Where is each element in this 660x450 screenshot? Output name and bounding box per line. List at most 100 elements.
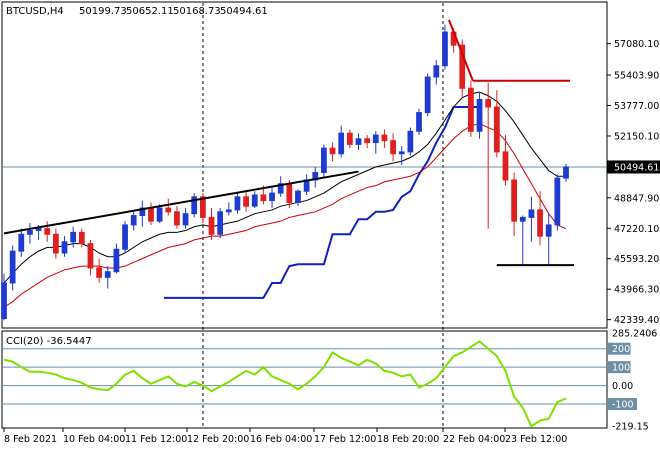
candle-bear [208, 216, 215, 235]
candle-bear [78, 231, 85, 245]
candle-bull [269, 192, 275, 202]
candle-bear [485, 98, 492, 108]
chart-header-low: 50168.73 [173, 6, 221, 17]
price-axis-tick-label: 48847.90 [614, 193, 659, 204]
time-axis-label: 17 Feb 12:00 [314, 434, 376, 445]
time-axis-label: 18 Feb 20:00 [377, 434, 439, 445]
candle-bull [442, 31, 448, 67]
price-axis-tick-label: 53777.00 [614, 101, 659, 112]
cci-line [3, 340, 567, 428]
candle-bull [398, 151, 405, 155]
candle-bull [234, 196, 241, 211]
chart-header-symbol: BTCUSD,H4 [6, 6, 64, 17]
candle-bull [563, 166, 569, 179]
candle-bull [416, 112, 422, 132]
cci-indicator-label: CCI(20) -36.5447 [6, 336, 92, 347]
candle-bear [381, 134, 388, 142]
candle-bear [199, 196, 206, 218]
candle-bull [191, 196, 198, 215]
cci-axis-tick-label: 200 [612, 344, 630, 355]
candle-bear [44, 228, 51, 235]
chart-header-high: 50652.11 [126, 6, 174, 17]
candle-bear [148, 207, 154, 222]
price-axis-tick-label: 57080.10 [614, 39, 659, 50]
candle-bull [182, 213, 189, 226]
candle-bull [139, 207, 146, 217]
rising-trendline [3, 170, 359, 235]
candle-bear [493, 106, 500, 153]
time-axis-label: 22 Feb 04:00 [443, 434, 505, 445]
candle-bull [1, 282, 7, 320]
candle-bull [433, 65, 440, 78]
cci-axis-tick-label: 100 [612, 363, 630, 374]
candle-bear [174, 211, 180, 226]
candle-bull [18, 233, 25, 252]
candle-bear [52, 233, 59, 254]
candle-bear [390, 140, 396, 155]
cci-axis-tick-label: -219.15 [612, 422, 649, 433]
cci-axis-tick-label: -100 [612, 400, 634, 411]
cci-axis-tick-label: 0.00 [612, 381, 633, 392]
candle-bull [295, 190, 301, 203]
candle-bull [113, 248, 120, 273]
cci-panel-frame [1, 330, 608, 429]
candle-bear [87, 243, 94, 269]
time-axis-label: 11 Feb 12:00 [125, 434, 187, 445]
candle-bull [355, 138, 362, 145]
time-axis-label: 12 Feb 20:00 [187, 434, 249, 445]
cci-level-box [607, 398, 637, 411]
candle-bull [130, 215, 137, 226]
price-plot-area [1, 19, 606, 321]
candle-bull [251, 194, 258, 207]
candle-bull [61, 241, 68, 254]
candle-bear [537, 209, 543, 237]
candle-bear [260, 194, 267, 202]
cci-axis-tick-label: 285.2406 [612, 329, 657, 340]
candle-bear [502, 151, 509, 181]
candle-bull [424, 76, 431, 114]
cci-level-box [607, 342, 631, 355]
cci-level-box [607, 361, 631, 374]
candle-bull [9, 250, 16, 284]
price-axis-tick-label: 47220.10 [614, 224, 659, 235]
candle-bull [217, 211, 224, 235]
candle-bear [468, 87, 474, 132]
candle-bear [511, 179, 518, 222]
candle-bull [104, 271, 111, 278]
candle-bull [225, 209, 232, 213]
axes: 57080.10 55403.90 53777.00 52150.10 48847.90… [3, 39, 660, 445]
candle-bull [407, 130, 414, 153]
candle-bull [528, 209, 535, 218]
price-axis-tick-label: 52150.10 [614, 131, 659, 142]
candle-bull [372, 134, 379, 144]
candle-bull [35, 228, 42, 232]
candle-bear [364, 138, 371, 144]
candle-bull [338, 132, 345, 155]
candle-bear [96, 267, 102, 278]
price-axis-tick-label: 55403.90 [614, 71, 659, 82]
candle-bear [459, 44, 466, 89]
candle-bull [321, 147, 327, 173]
atr-stop-line [163, 105, 480, 299]
time-axis-label: 10 Feb 04:00 [63, 434, 125, 445]
chart-header-close: 50494.61 [220, 6, 268, 17]
time-axis-label: 16 Feb 04:00 [250, 434, 312, 445]
candle-bear [243, 196, 249, 207]
candle-bear [329, 147, 336, 155]
cci-plot-area [2, 340, 606, 428]
price-axis-tick-label: 42339.40 [614, 315, 659, 326]
candle-bull [27, 230, 33, 235]
price-axis-tick-label: 43966.30 [614, 285, 659, 296]
candle-bull [277, 183, 284, 194]
descending-resistance-line [448, 19, 474, 82]
candle-bull [122, 224, 128, 250]
candle-bull [156, 207, 163, 222]
candle-bear [286, 183, 293, 203]
candle-bull [554, 177, 561, 226]
chart-header-open: 50199.73 [79, 6, 127, 17]
time-axis-label: 8 Feb 2021 [4, 434, 57, 445]
current-price-label: 50494.61 [614, 162, 659, 173]
candle-bull [70, 231, 77, 243]
